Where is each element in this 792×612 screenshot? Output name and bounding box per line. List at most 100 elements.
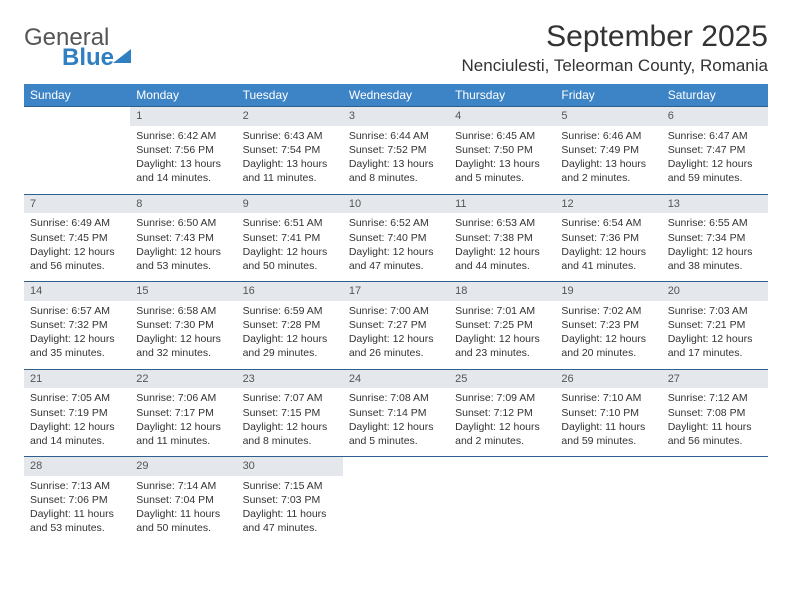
day-info-line: Sunset: 7:12 PM [455,406,549,420]
day-info-line: Sunrise: 7:07 AM [243,391,337,405]
weekday-header-row: Sunday Monday Tuesday Wednesday Thursday… [24,84,768,107]
day-number-cell: 2 [237,107,343,126]
weekday-header: Friday [555,84,661,107]
day-info-line: Daylight: 12 hours and 17 minutes. [668,332,762,360]
day-content-cell: Sunrise: 7:10 AMSunset: 7:10 PMDaylight:… [555,388,661,456]
day-number-cell: 30 [237,457,343,476]
day-content-cell: Sunrise: 6:49 AMSunset: 7:45 PMDaylight:… [24,213,130,281]
day-number-row: 282930 [24,457,768,476]
day-info-line: Sunset: 7:15 PM [243,406,337,420]
day-info-line: Daylight: 12 hours and 56 minutes. [30,245,124,273]
weekday-header: Wednesday [343,84,449,107]
day-content-cell: Sunrise: 6:57 AMSunset: 7:32 PMDaylight:… [24,301,130,369]
day-info-line: Daylight: 12 hours and 14 minutes. [30,420,124,448]
day-number-cell: 13 [662,194,768,213]
day-info-line: Daylight: 13 hours and 2 minutes. [561,157,655,185]
day-info-line: Daylight: 12 hours and 53 minutes. [136,245,230,273]
day-info-line: Sunset: 7:54 PM [243,143,337,157]
day-number-cell: 19 [555,282,661,301]
day-info-line: Sunrise: 7:05 AM [30,391,124,405]
day-info-line: Sunrise: 6:54 AM [561,216,655,230]
day-info-line: Sunset: 7:32 PM [30,318,124,332]
day-info-line: Daylight: 11 hours and 56 minutes. [668,420,762,448]
day-info-line: Sunrise: 6:42 AM [136,129,230,143]
day-info-line: Sunrise: 7:10 AM [561,391,655,405]
day-info-line: Sunset: 7:40 PM [349,231,443,245]
day-info-line: Sunset: 7:30 PM [136,318,230,332]
day-info-line: Sunrise: 7:02 AM [561,304,655,318]
day-info-line: Daylight: 12 hours and 38 minutes. [668,245,762,273]
day-content-cell: Sunrise: 6:58 AMSunset: 7:30 PMDaylight:… [130,301,236,369]
day-number-cell [449,457,555,476]
day-content-row: Sunrise: 6:49 AMSunset: 7:45 PMDaylight:… [24,213,768,281]
weekday-header: Tuesday [237,84,343,107]
day-info-line: Sunrise: 7:00 AM [349,304,443,318]
day-info-line: Sunrise: 7:12 AM [668,391,762,405]
day-info-line: Daylight: 12 hours and 5 minutes. [349,420,443,448]
day-info-line: Daylight: 12 hours and 8 minutes. [243,420,337,448]
day-info-line: Daylight: 11 hours and 59 minutes. [561,420,655,448]
calendar-table: Sunday Monday Tuesday Wednesday Thursday… [24,84,768,544]
day-info-line: Sunset: 7:25 PM [455,318,549,332]
day-info-line: Daylight: 11 hours and 50 minutes. [136,507,230,535]
day-number-cell: 20 [662,282,768,301]
day-info-line: Sunset: 7:06 PM [30,493,124,507]
day-number-cell: 25 [449,369,555,388]
day-number-cell: 24 [343,369,449,388]
day-number-cell: 18 [449,282,555,301]
day-info-line: Sunrise: 6:57 AM [30,304,124,318]
day-info-line: Sunset: 7:04 PM [136,493,230,507]
day-info-line: Sunset: 7:45 PM [30,231,124,245]
weekday-header: Monday [130,84,236,107]
day-info-line: Sunrise: 6:45 AM [455,129,549,143]
day-content-cell: Sunrise: 7:00 AMSunset: 7:27 PMDaylight:… [343,301,449,369]
day-number-cell: 17 [343,282,449,301]
day-content-cell: Sunrise: 7:02 AMSunset: 7:23 PMDaylight:… [555,301,661,369]
day-number-row: 14151617181920 [24,282,768,301]
day-info-line: Sunrise: 6:55 AM [668,216,762,230]
day-content-cell: Sunrise: 6:46 AMSunset: 7:49 PMDaylight:… [555,126,661,194]
day-content-cell: Sunrise: 6:44 AMSunset: 7:52 PMDaylight:… [343,126,449,194]
day-number-cell: 29 [130,457,236,476]
day-info-line: Daylight: 12 hours and 50 minutes. [243,245,337,273]
day-content-cell [24,126,130,194]
day-info-line: Sunrise: 6:51 AM [243,216,337,230]
day-info-line: Sunrise: 7:09 AM [455,391,549,405]
day-info-line: Sunset: 7:10 PM [561,406,655,420]
day-info-line: Daylight: 12 hours and 26 minutes. [349,332,443,360]
day-content-cell [555,476,661,544]
day-content-cell [449,476,555,544]
day-info-line: Sunset: 7:56 PM [136,143,230,157]
day-content-cell: Sunrise: 7:09 AMSunset: 7:12 PMDaylight:… [449,388,555,456]
day-info-line: Sunset: 7:38 PM [455,231,549,245]
day-info-line: Sunrise: 7:15 AM [243,479,337,493]
day-number-cell: 14 [24,282,130,301]
day-content-cell: Sunrise: 7:05 AMSunset: 7:19 PMDaylight:… [24,388,130,456]
day-content-cell [343,476,449,544]
day-number-cell [343,457,449,476]
day-info-line: Sunrise: 6:50 AM [136,216,230,230]
day-number-cell: 12 [555,194,661,213]
day-content-cell: Sunrise: 7:14 AMSunset: 7:04 PMDaylight:… [130,476,236,544]
day-content-cell: Sunrise: 7:06 AMSunset: 7:17 PMDaylight:… [130,388,236,456]
day-number-cell [662,457,768,476]
day-content-cell: Sunrise: 7:15 AMSunset: 7:03 PMDaylight:… [237,476,343,544]
day-number-cell: 5 [555,107,661,126]
day-info-line: Daylight: 12 hours and 23 minutes. [455,332,549,360]
day-info-line: Sunset: 7:19 PM [30,406,124,420]
day-info-line: Sunset: 7:14 PM [349,406,443,420]
day-info-line: Sunrise: 7:14 AM [136,479,230,493]
weekday-header: Thursday [449,84,555,107]
day-info-line: Daylight: 11 hours and 47 minutes. [243,507,337,535]
day-content-cell: Sunrise: 7:07 AMSunset: 7:15 PMDaylight:… [237,388,343,456]
day-content-cell: Sunrise: 7:03 AMSunset: 7:21 PMDaylight:… [662,301,768,369]
weekday-header: Saturday [662,84,768,107]
day-info-line: Sunrise: 6:52 AM [349,216,443,230]
day-number-cell: 28 [24,457,130,476]
day-info-line: Sunrise: 6:47 AM [668,129,762,143]
day-info-line: Sunset: 7:08 PM [668,406,762,420]
day-info-line: Daylight: 13 hours and 5 minutes. [455,157,549,185]
day-number-cell: 3 [343,107,449,126]
day-number-cell [24,107,130,126]
day-info-line: Daylight: 13 hours and 8 minutes. [349,157,443,185]
